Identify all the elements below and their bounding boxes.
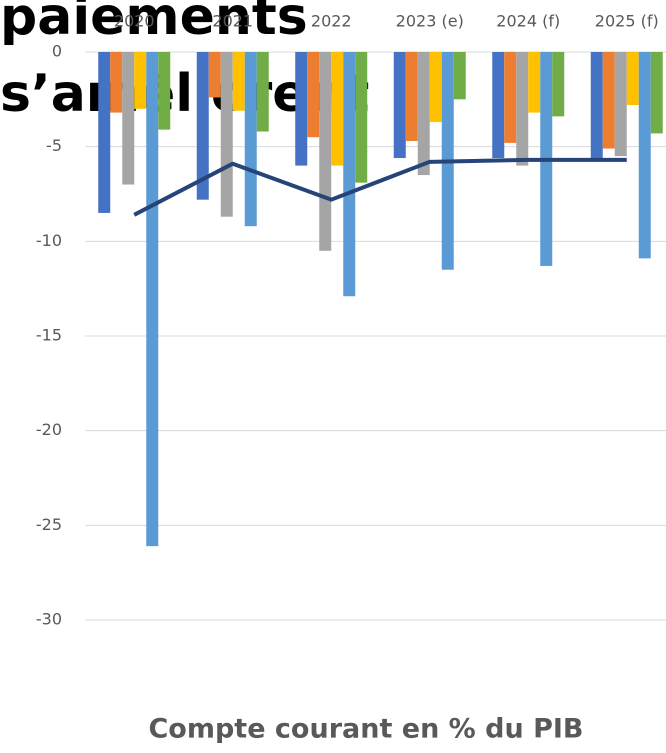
bar bbox=[98, 52, 111, 213]
bar bbox=[208, 52, 221, 98]
y-tick-label: -10 bbox=[36, 231, 62, 250]
bar bbox=[307, 52, 320, 138]
bar bbox=[122, 52, 135, 185]
bar bbox=[158, 52, 171, 130]
x-tick-label: 2023 (e) bbox=[396, 12, 464, 31]
bar bbox=[492, 52, 505, 159]
bar bbox=[650, 52, 663, 134]
bar bbox=[626, 52, 639, 106]
bar bbox=[516, 52, 529, 166]
bar bbox=[552, 52, 565, 117]
bar bbox=[256, 52, 269, 132]
y-tick-label: -15 bbox=[36, 326, 62, 345]
y-tick-label: -30 bbox=[36, 610, 62, 629]
y-tick-label: -20 bbox=[36, 420, 62, 439]
bar bbox=[614, 52, 627, 157]
bar bbox=[638, 52, 651, 259]
bar bbox=[220, 52, 233, 217]
bar bbox=[453, 52, 466, 100]
bar bbox=[196, 52, 209, 200]
y-tick-label: -5 bbox=[46, 136, 62, 155]
bar bbox=[134, 52, 147, 109]
y-tick-label: -25 bbox=[36, 515, 62, 534]
overlay-text: paiements bbox=[0, 0, 308, 47]
bar bbox=[504, 52, 517, 143]
x-tick-label: 2020 bbox=[114, 12, 155, 31]
y-tick-label: 0 bbox=[52, 42, 62, 61]
bar bbox=[319, 52, 332, 251]
bar bbox=[393, 52, 406, 159]
bar bbox=[355, 52, 368, 183]
x-tick-label: 2021 bbox=[212, 12, 253, 31]
line bbox=[133, 157, 627, 217]
bar bbox=[244, 52, 257, 227]
bar bbox=[331, 52, 344, 166]
bar bbox=[602, 52, 615, 149]
bar bbox=[417, 52, 430, 176]
chart-title: Compte courant en % du PIB bbox=[148, 714, 583, 745]
bar bbox=[590, 52, 603, 159]
bar bbox=[146, 52, 159, 547]
x-tick-label: 2022 bbox=[311, 12, 352, 31]
bar bbox=[429, 52, 442, 123]
x-tick-label: 2024 (f) bbox=[496, 12, 560, 31]
grid bbox=[85, 51, 666, 621]
bar bbox=[295, 52, 308, 166]
bar bbox=[405, 52, 418, 141]
bar bbox=[232, 52, 245, 111]
x-tick-label: 2025 (f) bbox=[595, 12, 659, 31]
bar bbox=[528, 52, 541, 113]
bar bbox=[343, 52, 356, 297]
bar bbox=[110, 52, 123, 113]
